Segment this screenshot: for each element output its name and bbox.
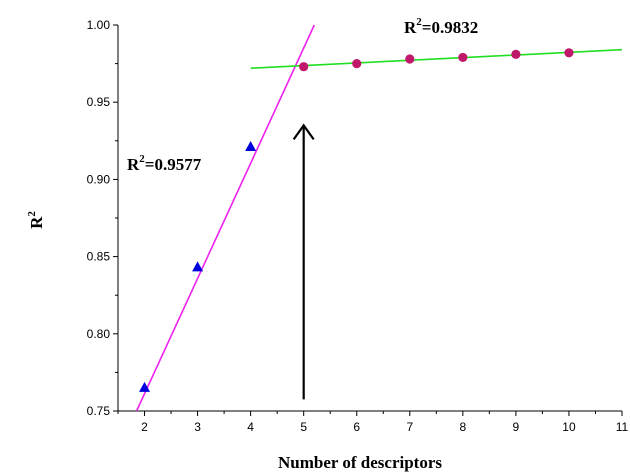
x-axis-label: Number of descriptors <box>278 453 442 472</box>
fit-line <box>135 24 316 412</box>
y-tick-label: 0.85 <box>87 250 111 264</box>
y-tick-label: 0.80 <box>87 327 111 341</box>
circle-marker <box>299 62 309 72</box>
y-tick-label: 0.90 <box>87 172 111 186</box>
y-axis-label-sup: 2 <box>26 211 38 217</box>
fit-lines <box>135 24 623 412</box>
x-tick-label: 6 <box>353 420 360 434</box>
circle-marker <box>458 52 468 63</box>
annotation-r2-plateau-value: =0.9832 <box>422 18 478 37</box>
circle-marker <box>405 54 415 64</box>
annotation-r2-rise-sup: 2 <box>139 153 145 165</box>
circle-marker <box>352 59 362 69</box>
x-tick-label: 7 <box>406 420 413 434</box>
annotation-r2-plateau-base: R <box>404 18 417 37</box>
y-tick-label: 0.95 <box>87 95 111 109</box>
arrow <box>292 123 315 400</box>
x-tick-label: 9 <box>513 420 520 434</box>
annotation-r2-rise: R2=0.9577 <box>127 153 202 174</box>
y-tick-label: 0.75 <box>87 404 111 418</box>
x-tick-label: 11 <box>616 420 629 434</box>
x-tick-label: 2 <box>141 420 148 434</box>
triangle-marker <box>192 261 204 272</box>
triangle-marker <box>245 140 257 151</box>
circle-marker <box>511 49 521 59</box>
x-ticks: 2 3 4 5 6 7 8 9 10 11 <box>117 411 629 434</box>
y-ticks: 0.75 0.80 0.85 0.90 0.95 1.00 <box>87 18 118 418</box>
x-tick-label: 8 <box>459 420 466 434</box>
annotation-r2-plateau-sup: 2 <box>416 16 422 28</box>
y-axis-label-base: R <box>27 216 46 229</box>
axes <box>117 25 622 412</box>
arrow-head <box>292 123 315 140</box>
x-tick-label: 3 <box>194 420 201 434</box>
circle-marker <box>564 48 574 58</box>
y-axis-label: R2 <box>26 211 46 229</box>
annotation-r2-rise-value: =0.9577 <box>145 155 202 174</box>
triangle-marker <box>139 381 151 392</box>
annotation-r2-rise-base: R <box>127 155 140 174</box>
data-points <box>139 48 574 392</box>
x-tick-label: 10 <box>562 420 576 434</box>
fit-line <box>250 48 623 70</box>
x-tick-label: 4 <box>247 420 254 434</box>
annotation-r2-plateau: R2=0.9832 <box>404 16 478 37</box>
y-tick-label: 1.00 <box>87 18 111 32</box>
x-tick-label: 5 <box>300 420 307 434</box>
